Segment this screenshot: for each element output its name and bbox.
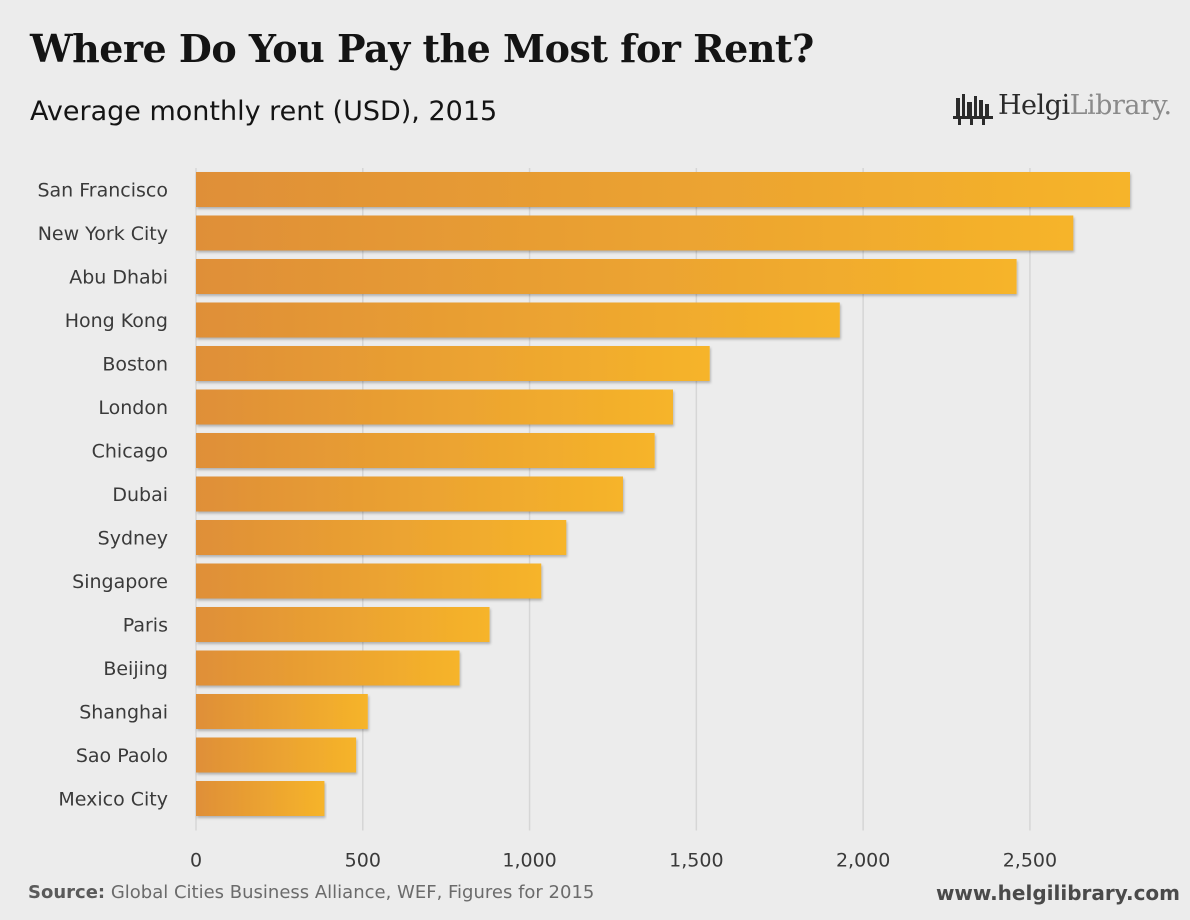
x-tick-label: 1,000 <box>502 850 556 872</box>
category-label: New York City <box>38 223 168 245</box>
category-label: London <box>98 397 168 419</box>
source-label: Source: <box>28 882 106 903</box>
x-tick-label: 1,500 <box>669 850 723 872</box>
category-labels: San Francisco New York City Abu Dhabi Hong … <box>37 180 168 811</box>
category-label: Dubai <box>112 484 168 506</box>
category-label: Shanghai <box>79 702 168 724</box>
bar <box>196 346 710 381</box>
website-url[interactable]: www.helgilibrary.com <box>935 881 1180 905</box>
bar <box>196 433 655 468</box>
category-label: San Francisco <box>37 180 168 202</box>
source-text: Global Cities Business Alliance, WEF, Fi… <box>105 882 595 903</box>
x-tick-label: 2,500 <box>1003 850 1057 872</box>
chart-subtitle: Average monthly rent (USD), 2015 <box>30 96 498 127</box>
category-label: Beijing <box>103 658 168 680</box>
bar <box>196 563 542 599</box>
bar <box>196 781 325 816</box>
bar <box>196 215 1074 251</box>
category-label: Abu Dhabi <box>69 267 168 289</box>
category-label: Chicago <box>92 441 168 463</box>
category-label: Sao Paolo <box>76 745 168 767</box>
skyline-icon <box>953 94 993 125</box>
bar <box>196 476 623 512</box>
bar <box>196 389 674 425</box>
category-label: Paris <box>123 615 168 637</box>
logo-wordmark: HelgiLibrary. <box>998 90 1172 121</box>
x-tick-label: 500 <box>345 850 381 872</box>
bars <box>196 172 1130 816</box>
category-label: Sydney <box>98 528 168 550</box>
source-note: Source: Global Cities Business Alliance,… <box>28 882 594 903</box>
helgi-library-logo: HelgiLibrary. <box>950 88 1172 132</box>
bar <box>196 520 567 555</box>
bar-chart: San Francisco New York City Abu Dhabi Hong … <box>37 168 1130 872</box>
category-label: Hong Kong <box>65 310 168 332</box>
category-label: Mexico City <box>58 789 168 811</box>
bar <box>196 259 1017 294</box>
logo-wordmark-light: Library. <box>1069 90 1173 121</box>
x-tick-labels: 0 500 1,000 1,500 2,000 2,500 <box>190 850 1057 872</box>
bar <box>196 302 840 338</box>
category-label: Singapore <box>72 571 168 593</box>
logo-wordmark-strong: Helgi <box>998 90 1070 121</box>
bar <box>196 172 1130 207</box>
bar <box>196 694 368 729</box>
x-tick-label: 2,000 <box>836 850 890 872</box>
chart-title: Where Do You Pay the Most for Rent? <box>30 26 814 71</box>
x-tick-label: 0 <box>190 850 202 872</box>
bar <box>196 607 490 642</box>
category-label: Boston <box>102 354 168 376</box>
bar <box>196 737 357 773</box>
bar <box>196 650 460 686</box>
